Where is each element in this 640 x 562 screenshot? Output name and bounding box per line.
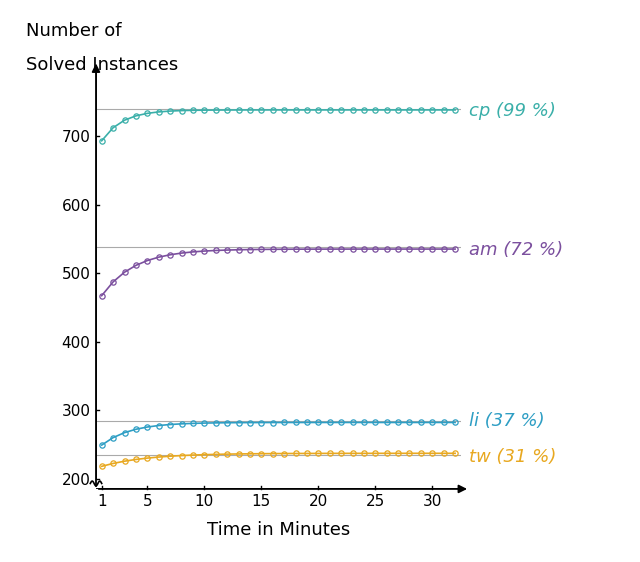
Text: tw (31 %): tw (31 %) [468,448,556,466]
X-axis label: Time in Minutes: Time in Minutes [207,520,350,538]
Text: Solved Instances: Solved Instances [26,56,178,74]
Text: cp (99 %): cp (99 %) [468,102,556,120]
Text: li (37 %): li (37 %) [468,412,545,430]
Text: am (72 %): am (72 %) [468,242,563,260]
Text: Number of: Number of [26,22,121,40]
